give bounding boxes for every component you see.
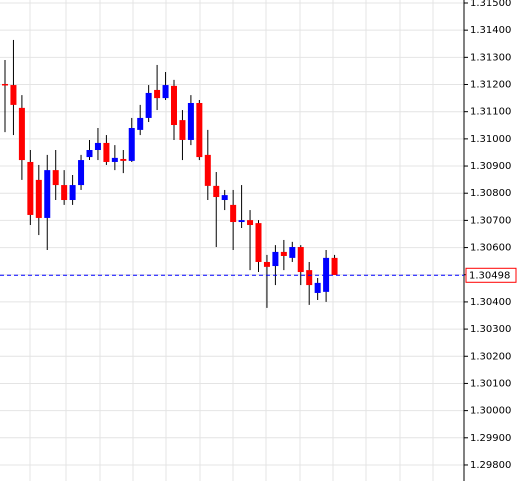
candle-body — [154, 89, 161, 99]
y-tick-label: 1.29800 — [470, 460, 511, 471]
current-price-label: 1.30498 — [469, 270, 510, 281]
candle-body — [18, 107, 25, 161]
candle-body — [94, 142, 101, 151]
y-tick-label: 1.30800 — [470, 188, 511, 199]
y-tick-label: 1.31500 — [470, 0, 511, 9]
candle-body — [280, 251, 287, 256]
candle-body — [204, 154, 211, 186]
y-tick-label: 1.29900 — [470, 433, 511, 444]
candle-body — [162, 85, 169, 99]
candle-body — [255, 223, 262, 262]
candle-body — [331, 257, 338, 276]
candle-body — [145, 92, 152, 118]
y-tick-label: 1.30300 — [470, 324, 511, 335]
candle-body — [221, 195, 228, 201]
y-tick-label: 1.31200 — [470, 80, 511, 91]
current-price-box — [465, 267, 517, 283]
candle-body — [179, 120, 186, 140]
y-tick-label: 1.31300 — [470, 52, 511, 63]
candle-body — [196, 102, 203, 158]
y-tick-label: 1.30200 — [470, 351, 511, 362]
candle-body — [120, 158, 127, 161]
candle-body — [247, 220, 254, 226]
y-tick-label: 1.30000 — [470, 406, 511, 417]
candle-body — [323, 257, 330, 292]
y-tick-label: 1.30900 — [470, 161, 511, 172]
candle-body — [27, 161, 34, 215]
candle-body — [128, 127, 135, 161]
candle-body — [10, 85, 17, 105]
candle-body — [306, 270, 313, 286]
candle-body — [52, 170, 59, 186]
candle-body — [86, 150, 93, 158]
candle-body — [289, 247, 296, 258]
candle-body — [61, 185, 68, 201]
candle-body — [137, 117, 144, 130]
candle-body — [272, 251, 279, 267]
candle-body — [78, 160, 85, 186]
y-tick-label: 1.31000 — [470, 134, 511, 145]
candle-body — [111, 157, 118, 162]
candle-body — [238, 220, 245, 223]
y-tick-label: 1.30600 — [470, 243, 511, 254]
candle-body — [2, 83, 8, 86]
candle-body — [263, 261, 270, 267]
candle-body — [213, 185, 220, 198]
candle-body — [314, 282, 321, 293]
candle-body — [44, 170, 51, 218]
y-tick-label: 1.30100 — [470, 378, 511, 389]
y-tick-label: 1.30700 — [470, 215, 511, 226]
candle-body — [35, 179, 42, 218]
candle-body — [187, 102, 194, 140]
y-tick-label: 1.31100 — [470, 107, 511, 118]
candle-body — [297, 247, 304, 273]
y-tick-label: 1.31400 — [470, 25, 511, 36]
candle-body — [171, 85, 177, 126]
y-tick-label: 1.30400 — [470, 297, 511, 308]
candle-body — [69, 185, 76, 201]
candle-body — [230, 204, 237, 223]
candle-body — [103, 142, 110, 162]
